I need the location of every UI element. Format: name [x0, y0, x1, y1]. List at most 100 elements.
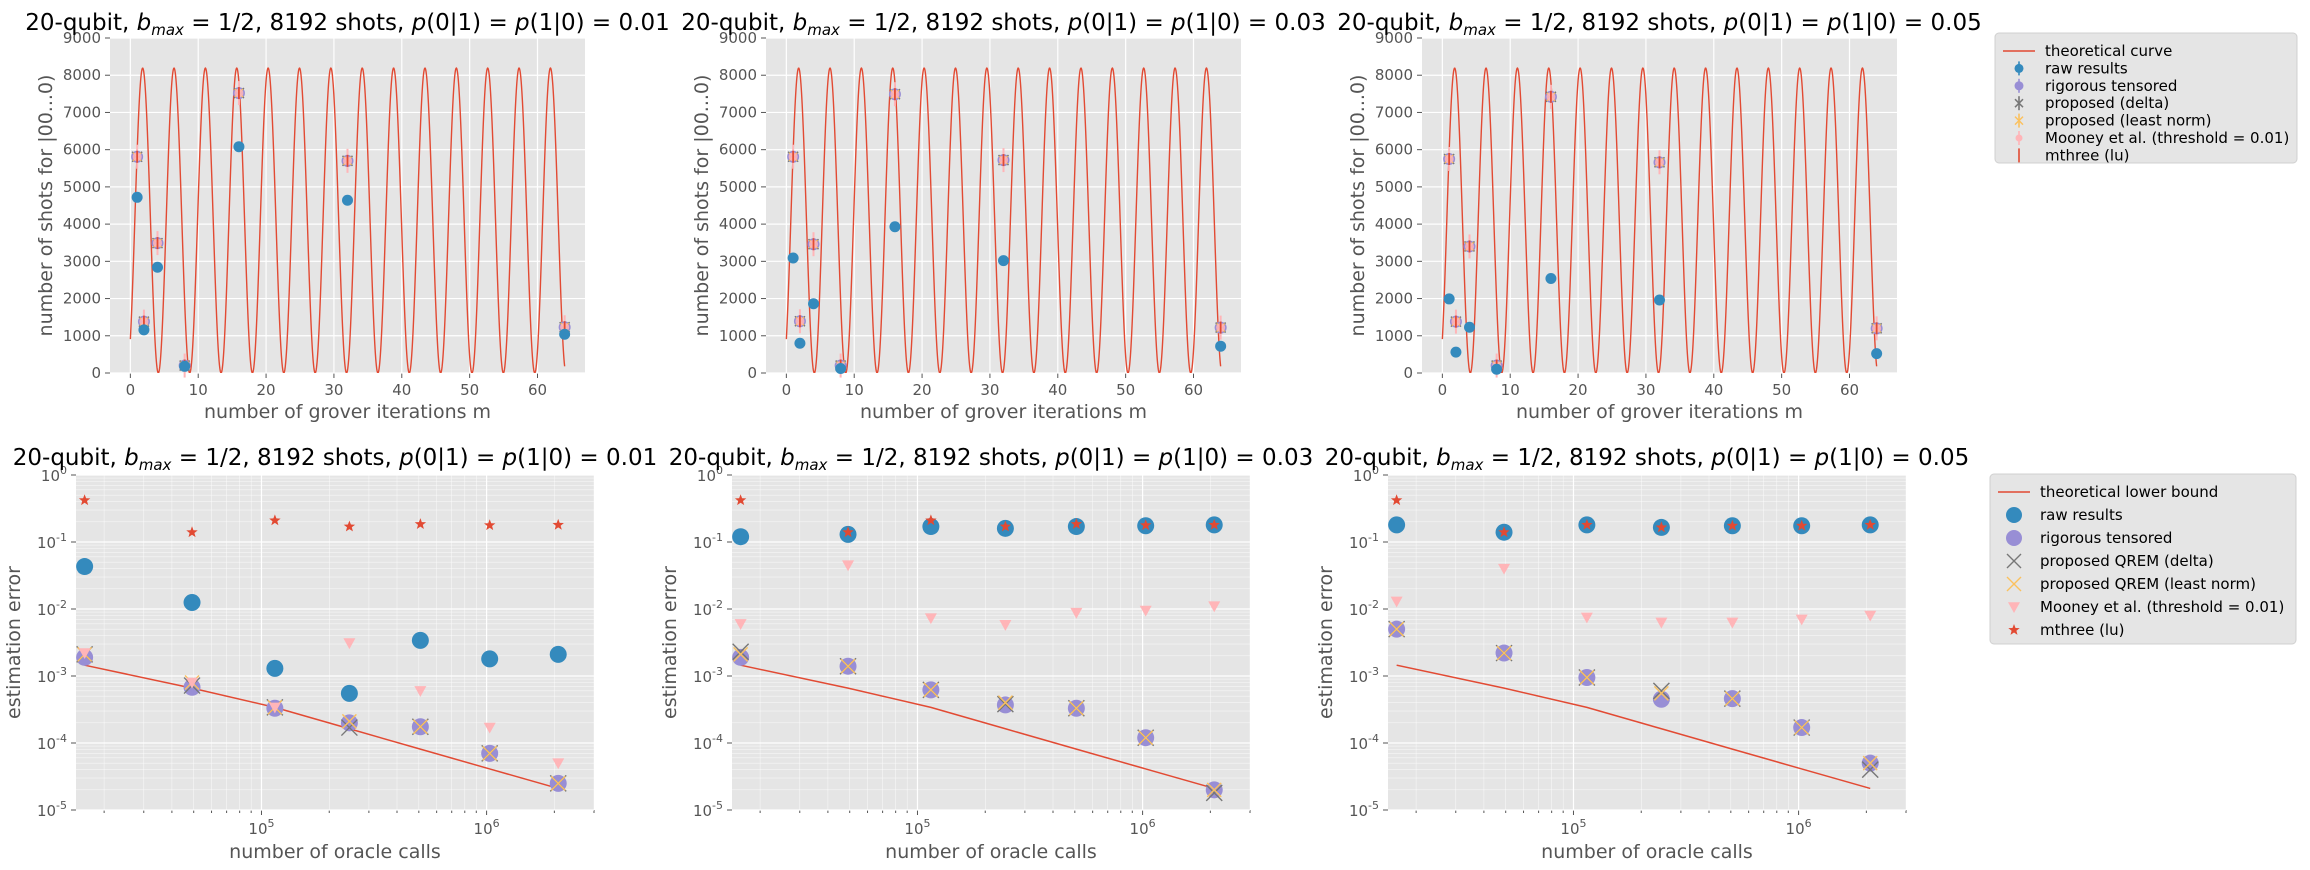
raw-point [138, 324, 150, 336]
y-tick-label: 4000 [63, 215, 101, 233]
y-tick-label: 5000 [719, 178, 757, 196]
leastnorm-point [550, 775, 566, 791]
legend-marker [2014, 81, 2024, 91]
x-tick-label: 50 [1116, 381, 1135, 399]
legend-entry: rigorous tensored [2045, 77, 2177, 95]
y-tick-label: 10-4 [1349, 732, 1379, 753]
raw-point [808, 298, 819, 310]
y-tick-label: 8000 [63, 66, 101, 84]
x-tick-label: 50 [460, 381, 479, 399]
mooney-point [1864, 610, 1877, 622]
x-tick-label: 30 [980, 381, 999, 399]
legend-marker [2015, 134, 2023, 142]
theoretical-curve [1441, 67, 1878, 373]
leastnorm-point [1138, 730, 1154, 746]
mthree-point [78, 494, 91, 506]
leastnorm-point [1579, 669, 1595, 685]
y-tick-label: 10-2 [37, 598, 67, 619]
mthree-point [999, 520, 1012, 532]
raw-point [1450, 346, 1462, 358]
mthree-point [925, 514, 937, 526]
mthree-point [1390, 494, 1403, 506]
mooney-point [1498, 563, 1511, 575]
mthree-point [1726, 519, 1739, 531]
raw-point [1388, 516, 1406, 534]
x-tick-label: 60 [1840, 381, 1859, 399]
leastnorm-point [1496, 645, 1512, 661]
legend-entry: Mooney et al. (threshold = 0.01) [2045, 129, 2289, 147]
x-tick-label: 30 [1636, 381, 1655, 399]
mthree-point [343, 520, 356, 532]
legend-entry: raw results [2045, 59, 2128, 77]
x-tick-label: 20 [1569, 381, 1588, 399]
delta-point [340, 719, 358, 737]
x-tick-label: 105 [1560, 817, 1586, 838]
mthree-point [414, 518, 427, 529]
mthree-point [1070, 518, 1083, 529]
chart-title: 20-qubit, bmax = 1/2, 8192 shots, p(0|1)… [1325, 445, 1969, 474]
x-tick-label: 0 [1438, 381, 1448, 399]
raw-point [889, 221, 901, 233]
y-tick-label: 2000 [63, 290, 101, 308]
chart-top-1: 0 10 20 30 40 50 60 0 1000 2000 3000 4000 5000 6000 70… [25, 10, 669, 423]
mthree-point [1140, 519, 1152, 531]
leastnorm-point [1794, 720, 1810, 736]
x-tick-label: 20 [257, 381, 276, 399]
x-tick-label: 40 [392, 381, 411, 399]
y-tick-label: 10-5 [693, 799, 723, 820]
raw-point [266, 659, 284, 677]
legend-bottom: theoretical lower bound raw results rigoro… [1989, 473, 2297, 645]
y-tick-label: 100 [41, 464, 67, 485]
leastnorm-point [341, 713, 357, 729]
raw-point [1443, 293, 1455, 305]
theoretical-lower-bound [1396, 664, 1871, 790]
x-tick-label: 20 [913, 381, 932, 399]
mooney-point [1070, 607, 1083, 619]
x-tick-label: 40 [1048, 381, 1067, 399]
raw-point [1545, 272, 1557, 284]
y-axis-label: estimation error [1315, 566, 1337, 719]
x-tick-label: 10 [1501, 381, 1520, 399]
plot-area [1422, 38, 1897, 373]
mooney-point [1795, 614, 1808, 626]
y-tick-label: 10-3 [693, 665, 723, 686]
y-axis-label: number of shots for |00...0) [35, 75, 57, 337]
y-tick-label: 2000 [719, 290, 757, 308]
y-tick-label: 10-4 [693, 732, 723, 753]
legend-entry: Mooney et al. (threshold = 0.01) [2040, 598, 2284, 616]
x-axis-label: number of grover iterations m [1516, 401, 1803, 423]
y-axis-label: estimation error [659, 566, 681, 719]
mthree-point [1864, 518, 1876, 530]
leastnorm-point [733, 646, 749, 662]
y-tick-label: 5000 [1375, 178, 1413, 196]
x-axis-label: number of oracle calls [885, 841, 1097, 863]
chart-top-2: 0 10 20 30 40 50 60 0 1000 2000 3000 4000 5000 6000 70… [681, 10, 1325, 423]
y-axis-label: number of shots for |00...0) [691, 75, 713, 337]
y-tick-label: 4000 [1375, 215, 1413, 233]
theoretical-curve [129, 67, 566, 373]
mooney-point [343, 638, 356, 650]
mooney-point [1208, 601, 1221, 613]
theoretical-curve [785, 67, 1222, 373]
leastnorm-point [1653, 685, 1669, 701]
mooney-point [268, 702, 281, 714]
y-tick-label: 10-4 [37, 732, 67, 753]
raw-point [794, 337, 806, 349]
mooney-point [1580, 612, 1593, 624]
raw-point [922, 518, 940, 536]
y-axis-label: number of shots for |00...0) [1347, 75, 1369, 337]
raw-point [1654, 294, 1665, 306]
legend-entry: theoretical lower bound [2040, 483, 2218, 501]
raw-point [732, 528, 750, 546]
x-tick-label: 0 [782, 381, 792, 399]
leastnorm-point [1862, 755, 1878, 771]
x-tick-label: 105 [248, 817, 274, 838]
legend-marker [2006, 507, 2022, 523]
delta-point [996, 695, 1014, 713]
mooney-point [999, 620, 1012, 631]
legend-marker [2006, 576, 2022, 592]
legend-marker [2008, 602, 2020, 613]
delta-point [1861, 761, 1879, 779]
y-tick-label: 3000 [719, 252, 757, 270]
x-tick-label: 10 [189, 381, 208, 399]
